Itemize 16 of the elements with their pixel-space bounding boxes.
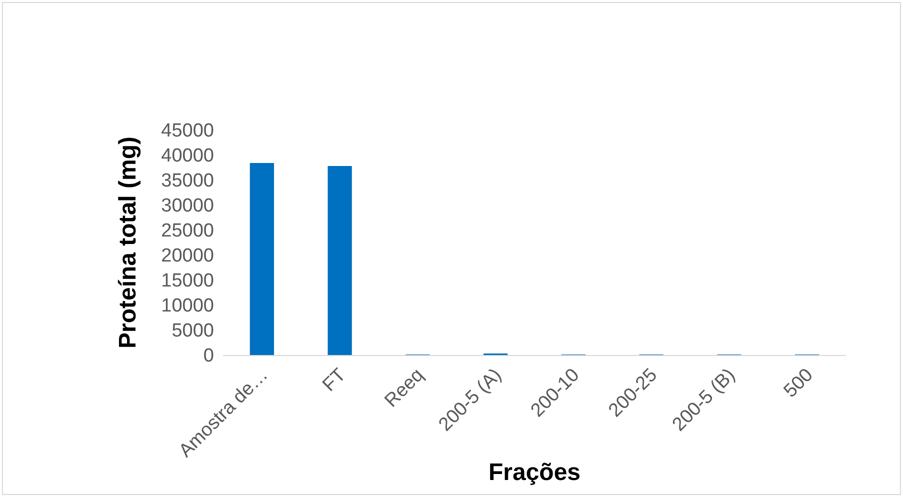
y-tick-label: 35000 [161,170,214,192]
y-tick-label: 15000 [161,270,214,292]
bar [250,163,274,355]
y-tick-label: 10000 [161,296,214,317]
y-tick-label: 45000 [161,120,214,142]
x-tick-label: FT [318,364,350,396]
y-tick-label: 25000 [161,220,214,242]
y-axis-title: Proteína total (mg) [114,136,142,349]
y-tick-label: 0 [203,346,214,367]
x-axis-title: Frações [488,458,581,486]
y-tick-label: 5000 [172,320,214,342]
x-tick-label: 500 [780,364,818,402]
y-tick-label: 40000 [161,146,214,167]
y-tick-label: 20000 [161,246,214,267]
bar [328,166,352,355]
y-tick-label: 30000 [161,196,214,217]
